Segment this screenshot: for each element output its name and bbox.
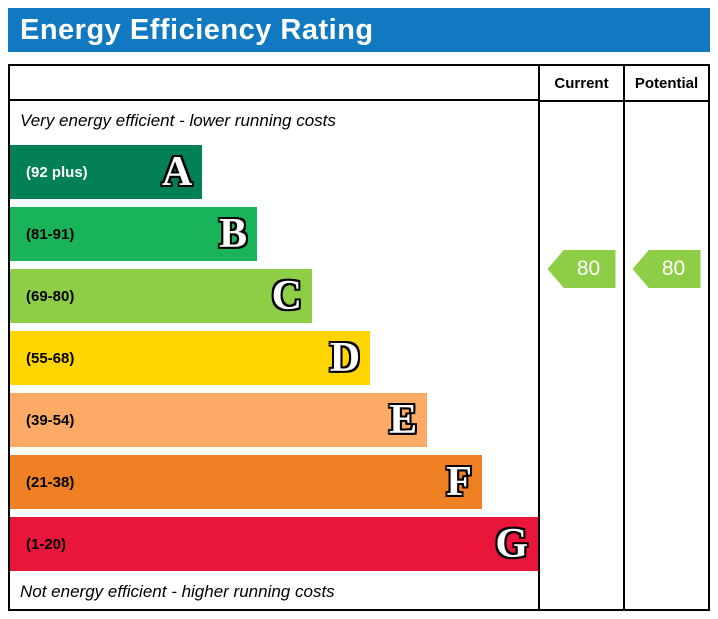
band-letter: G (495, 521, 528, 567)
band-row-g: (1-20) G (10, 513, 538, 575)
band-letter: F (446, 459, 473, 505)
current-column-header: Current (540, 66, 623, 102)
band-letter: A (161, 149, 193, 195)
band-range-label: (81-91) (26, 225, 75, 243)
band-range-label: (1-20) (26, 535, 67, 553)
band-range-label: (21-38) (26, 473, 75, 491)
band-letter: D (329, 335, 361, 381)
current-rating-value: 80 (576, 257, 601, 280)
band-letter: E (389, 397, 418, 443)
band-bar-d: (55-68) D (10, 331, 371, 385)
band-bar-a: (92 plus) A (10, 145, 203, 199)
band-bar-e: (39-54) E (10, 393, 428, 447)
band-range-label: (69-80) (26, 287, 75, 305)
band-row-d: (55-68) D (10, 327, 538, 389)
page-title: Energy Efficiency Rating (20, 13, 374, 46)
epc-chart: Very energy efficient - lower running co… (8, 64, 710, 611)
potential-column-body: 80 (625, 102, 708, 609)
band-bar-g: (1-20) G (10, 517, 538, 571)
bands-column-header (10, 66, 538, 101)
potential-column: Potential 80 (623, 66, 708, 609)
band-range-label: (92 plus) (26, 163, 88, 181)
title-bar: Energy Efficiency Rating (8, 8, 710, 52)
current-rating-arrow: 80 (547, 250, 616, 288)
potential-column-header: Potential (625, 66, 708, 102)
potential-rating-value: 80 (661, 257, 686, 280)
band-row-f: (21-38) F (10, 451, 538, 513)
current-column-body: 80 (540, 102, 623, 609)
band-row-b: (81-91) B (10, 203, 538, 265)
band-bar-f: (21-38) F (10, 455, 483, 509)
band-letter: B (219, 211, 248, 257)
top-note: Very energy efficient - lower running co… (20, 111, 336, 130)
band-row-e: (39-54) E (10, 389, 538, 451)
bands-column: Very energy efficient - lower running co… (10, 66, 538, 609)
bottom-note: Not energy efficient - higher running co… (20, 582, 335, 601)
bands-column-body: Very energy efficient - lower running co… (10, 101, 538, 609)
band-letter: C (271, 273, 303, 319)
band-range-label: (55-68) (26, 349, 75, 367)
band-range-label: (39-54) (26, 411, 75, 429)
band-row-a: (92 plus) A (10, 141, 538, 203)
band-bar-b: (81-91) B (10, 207, 258, 261)
potential-rating-arrow: 80 (632, 250, 701, 288)
band-row-c: (69-80) C (10, 265, 538, 327)
band-bar-c: (69-80) C (10, 269, 313, 323)
current-column: Current 80 (538, 66, 623, 609)
